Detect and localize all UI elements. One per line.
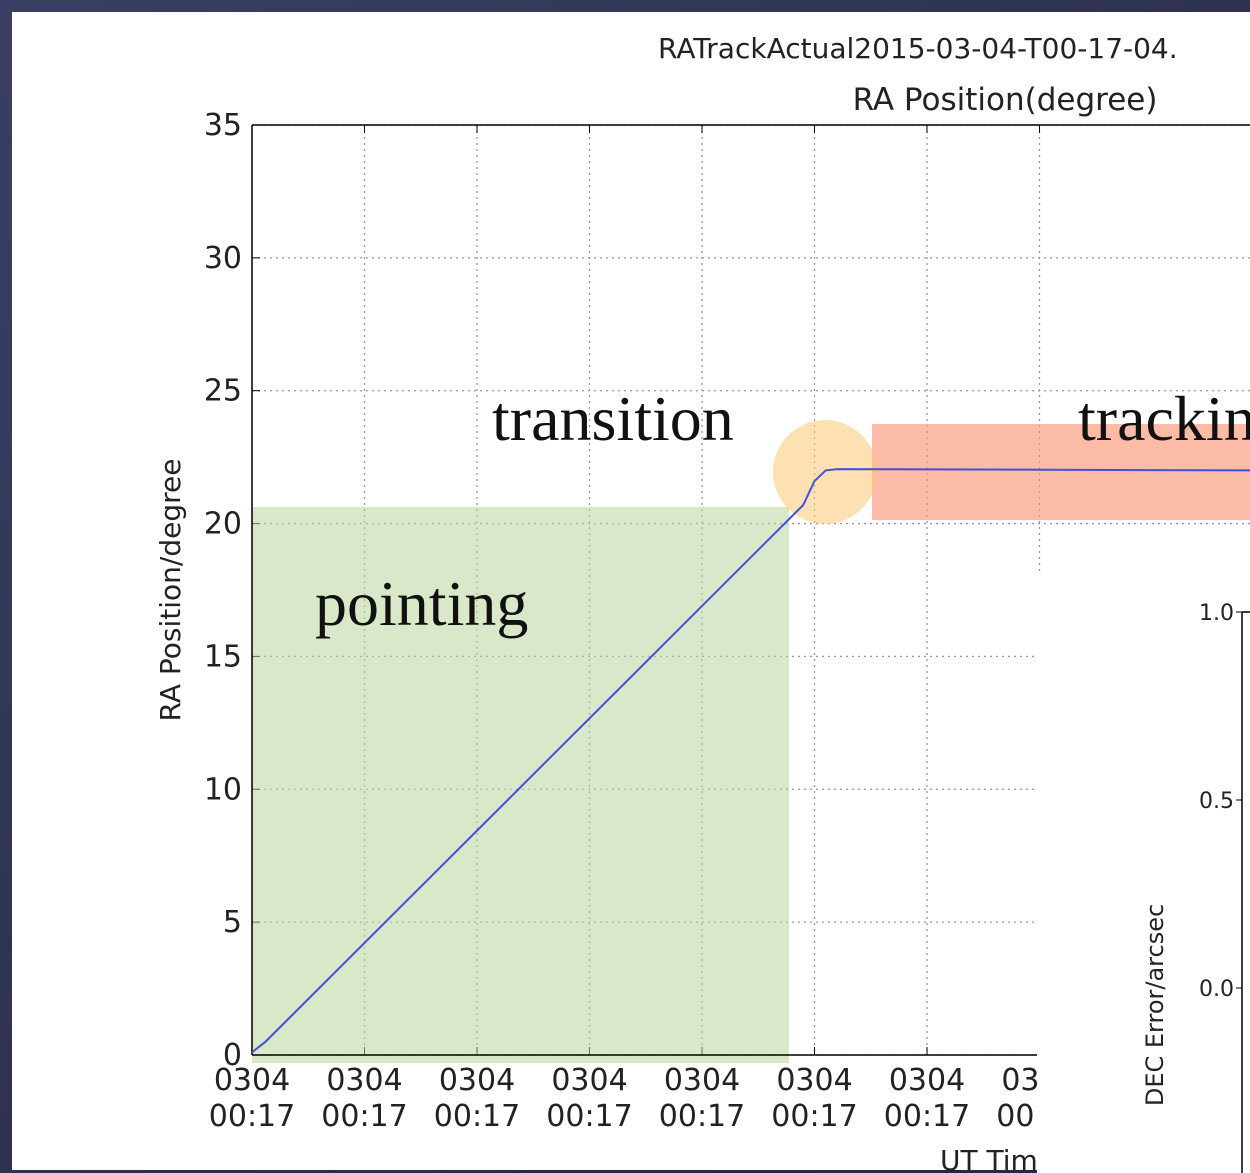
- chart-title: RATrackActual2015-03-04-T00-17-04.: [658, 32, 1178, 65]
- y-tick-label: 20: [204, 507, 242, 542]
- y-axis-label: DEC Error/arcsec: [1141, 904, 1169, 1106]
- y-tick-label: 0: [223, 1038, 242, 1073]
- y-axis-label: RA Position/degree: [154, 459, 187, 722]
- y-tick-label: 25: [204, 374, 242, 409]
- y-tick-label: 0.0: [1199, 977, 1234, 1002]
- tracking-region: [872, 424, 1250, 520]
- chart-subtitle: RA Position(degree): [853, 82, 1158, 118]
- y-tick-label: 35: [204, 108, 242, 143]
- data-line: [251, 468, 1250, 1054]
- annotation: tracking: [1078, 383, 1250, 454]
- pointing-region: [252, 507, 789, 1063]
- y-tick-label: 15: [204, 639, 242, 674]
- y-tick-label: 5: [223, 905, 242, 940]
- y-tick-label: 1.0: [1199, 601, 1234, 626]
- y-tick-label: 30: [204, 241, 242, 276]
- annotation: pointing: [315, 568, 528, 639]
- y-tick-label: 0.5: [1199, 789, 1234, 814]
- annotation: transition: [492, 383, 734, 454]
- y-tick-label: 10: [204, 772, 242, 807]
- x-axis-label: UT Time: [940, 1144, 1055, 1173]
- inset-panel: [1037, 575, 1250, 1173]
